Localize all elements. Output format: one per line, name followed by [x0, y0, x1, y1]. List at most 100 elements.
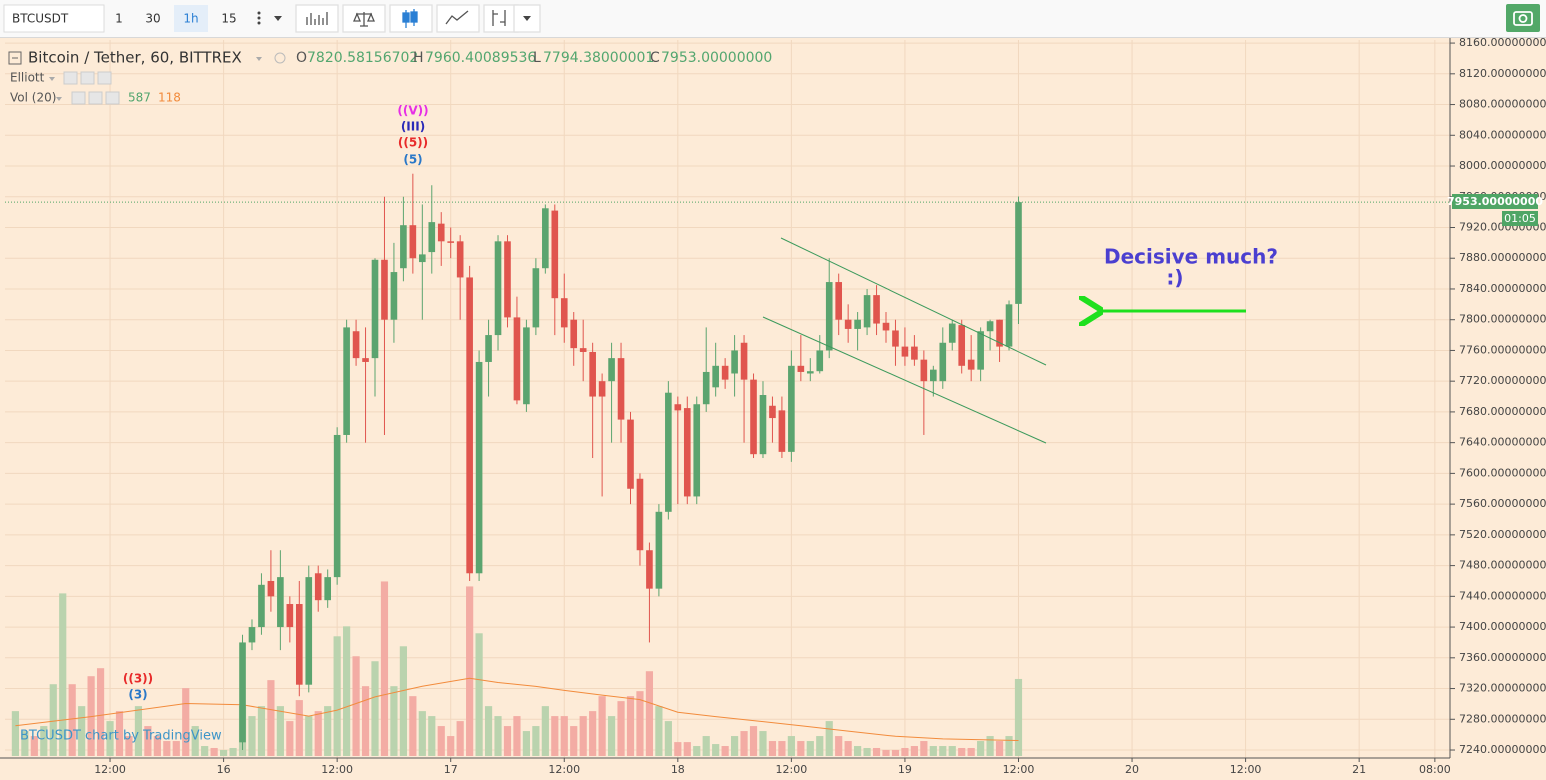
volume-bar: [863, 747, 871, 756]
annotations: ((V)) (III) ((5)) (5) ((3)) (3) Decisive much?…: [123, 104, 1278, 702]
interval-button[interactable]: 15: [221, 12, 236, 26]
y-tick-label: 8000.00000000: [1459, 159, 1546, 172]
candle-body: [456, 241, 464, 278]
volume-bar: [201, 746, 209, 756]
candle-body: [901, 346, 909, 357]
volume-bar: [579, 716, 587, 756]
volume-bar: [948, 746, 956, 756]
interval-button[interactable]: 30: [145, 12, 160, 26]
volume-bar: [437, 726, 445, 756]
interval-button[interactable]: 1: [115, 12, 123, 26]
x-tick-label: 16: [217, 763, 231, 776]
interval-button[interactable]: 1h: [183, 12, 198, 26]
candle-body: [1015, 202, 1022, 304]
more-intervals[interactable]: [257, 11, 261, 25]
time-axis: [0, 758, 1450, 780]
volume-bar: [40, 726, 48, 756]
candle-body: [778, 410, 786, 452]
volume-bar: [797, 741, 805, 756]
candle-body: [967, 359, 975, 370]
volume-bar: [551, 716, 559, 756]
y-tick-label: 7640.00000000: [1459, 436, 1546, 449]
candle-body: [977, 331, 984, 370]
x-tick-label: 08:00: [1419, 763, 1451, 776]
symbol-box[interactable]: [3, 4, 105, 33]
indicators-button[interactable]: [483, 4, 519, 33]
volume-ma-value: 118: [158, 91, 181, 105]
toolbar-icons: [295, 4, 541, 33]
candle-body: [636, 478, 644, 551]
volume-bar: [598, 696, 606, 756]
annotation: Decisive much?: [1104, 245, 1278, 269]
bar-style-button[interactable]: [295, 4, 339, 33]
volume-bar: [494, 716, 502, 756]
last-price-tag: [1452, 194, 1538, 209]
y-tick-label: 7520.00000000: [1459, 528, 1546, 541]
volume-bar: [409, 696, 417, 756]
candle-body: [674, 404, 682, 411]
volume-bar: [456, 721, 464, 756]
x-tick-label: 19: [898, 763, 912, 776]
active-interval: [174, 5, 208, 32]
volume-bar: [636, 691, 644, 756]
candle-body: [267, 580, 275, 597]
legend-dropdown[interactable]: [256, 57, 262, 61]
y-tick-label: 7400.00000000: [1459, 620, 1546, 633]
candle-body: [693, 404, 701, 497]
volume-bar: [929, 746, 937, 756]
ohlc-key: O: [296, 50, 307, 66]
candle-body: [485, 335, 492, 362]
study-dropdown[interactable]: [49, 77, 55, 81]
candle-body: [333, 434, 341, 578]
volume-bar: [352, 656, 360, 756]
volume-bar: [872, 747, 881, 756]
interval-dropdown[interactable]: [274, 16, 282, 21]
annotation: ((V)): [397, 104, 428, 118]
volume-bar: [248, 716, 256, 756]
trend-line[interactable]: [762, 316, 1047, 444]
volume-bar: [1014, 678, 1023, 756]
study-dropdown[interactable]: [56, 97, 62, 101]
volume-bar: [371, 661, 379, 756]
candle-body: [617, 358, 625, 420]
candle-body: [523, 327, 530, 405]
candle-body: [608, 358, 615, 382]
volume-bar: [172, 741, 180, 756]
candle-body: [324, 577, 332, 601]
y-tick-label: 7440.00000000: [1459, 589, 1546, 602]
volume-bar: [11, 711, 20, 756]
candle-body: [589, 351, 596, 397]
candle-body: [844, 319, 852, 329]
candle-body: [986, 321, 994, 332]
last-price-label: 7953.00000000: [1447, 195, 1543, 208]
y-tick-label: 7320.00000000: [1459, 682, 1546, 695]
ohlc-value: 7794.38000001: [543, 50, 654, 66]
volume-bar: [428, 716, 436, 756]
annotation: ((3)): [123, 672, 153, 686]
candle-body: [825, 282, 833, 351]
x-tick-label: 12:00: [94, 763, 126, 776]
visibility-icon[interactable]: [274, 52, 286, 64]
snapshot-button[interactable]: [1506, 4, 1540, 32]
candle-body: [920, 359, 928, 382]
volume-bar: [229, 747, 237, 756]
candle-body: [769, 405, 776, 419]
volume-bar: [163, 741, 171, 756]
volume-bar: [712, 744, 720, 756]
study-controls[interactable]: [63, 71, 112, 85]
volume-bar: [125, 736, 133, 756]
y-tick-label: 7800.00000000: [1459, 313, 1546, 326]
volume-bar: [68, 684, 76, 756]
volume-bar: [787, 736, 795, 756]
trend-line[interactable]: [780, 237, 1047, 366]
y-tick-label: 7480.00000000: [1459, 559, 1546, 572]
study-controls[interactable]: [71, 91, 120, 105]
candle-body: [390, 272, 398, 320]
y-tick-label: 7600.00000000: [1459, 466, 1546, 479]
candle-body: [1005, 304, 1013, 347]
volume-bar: [49, 684, 57, 756]
volume-bar: [995, 741, 1004, 756]
candle-body: [447, 241, 455, 243]
candle-body: [655, 511, 663, 589]
